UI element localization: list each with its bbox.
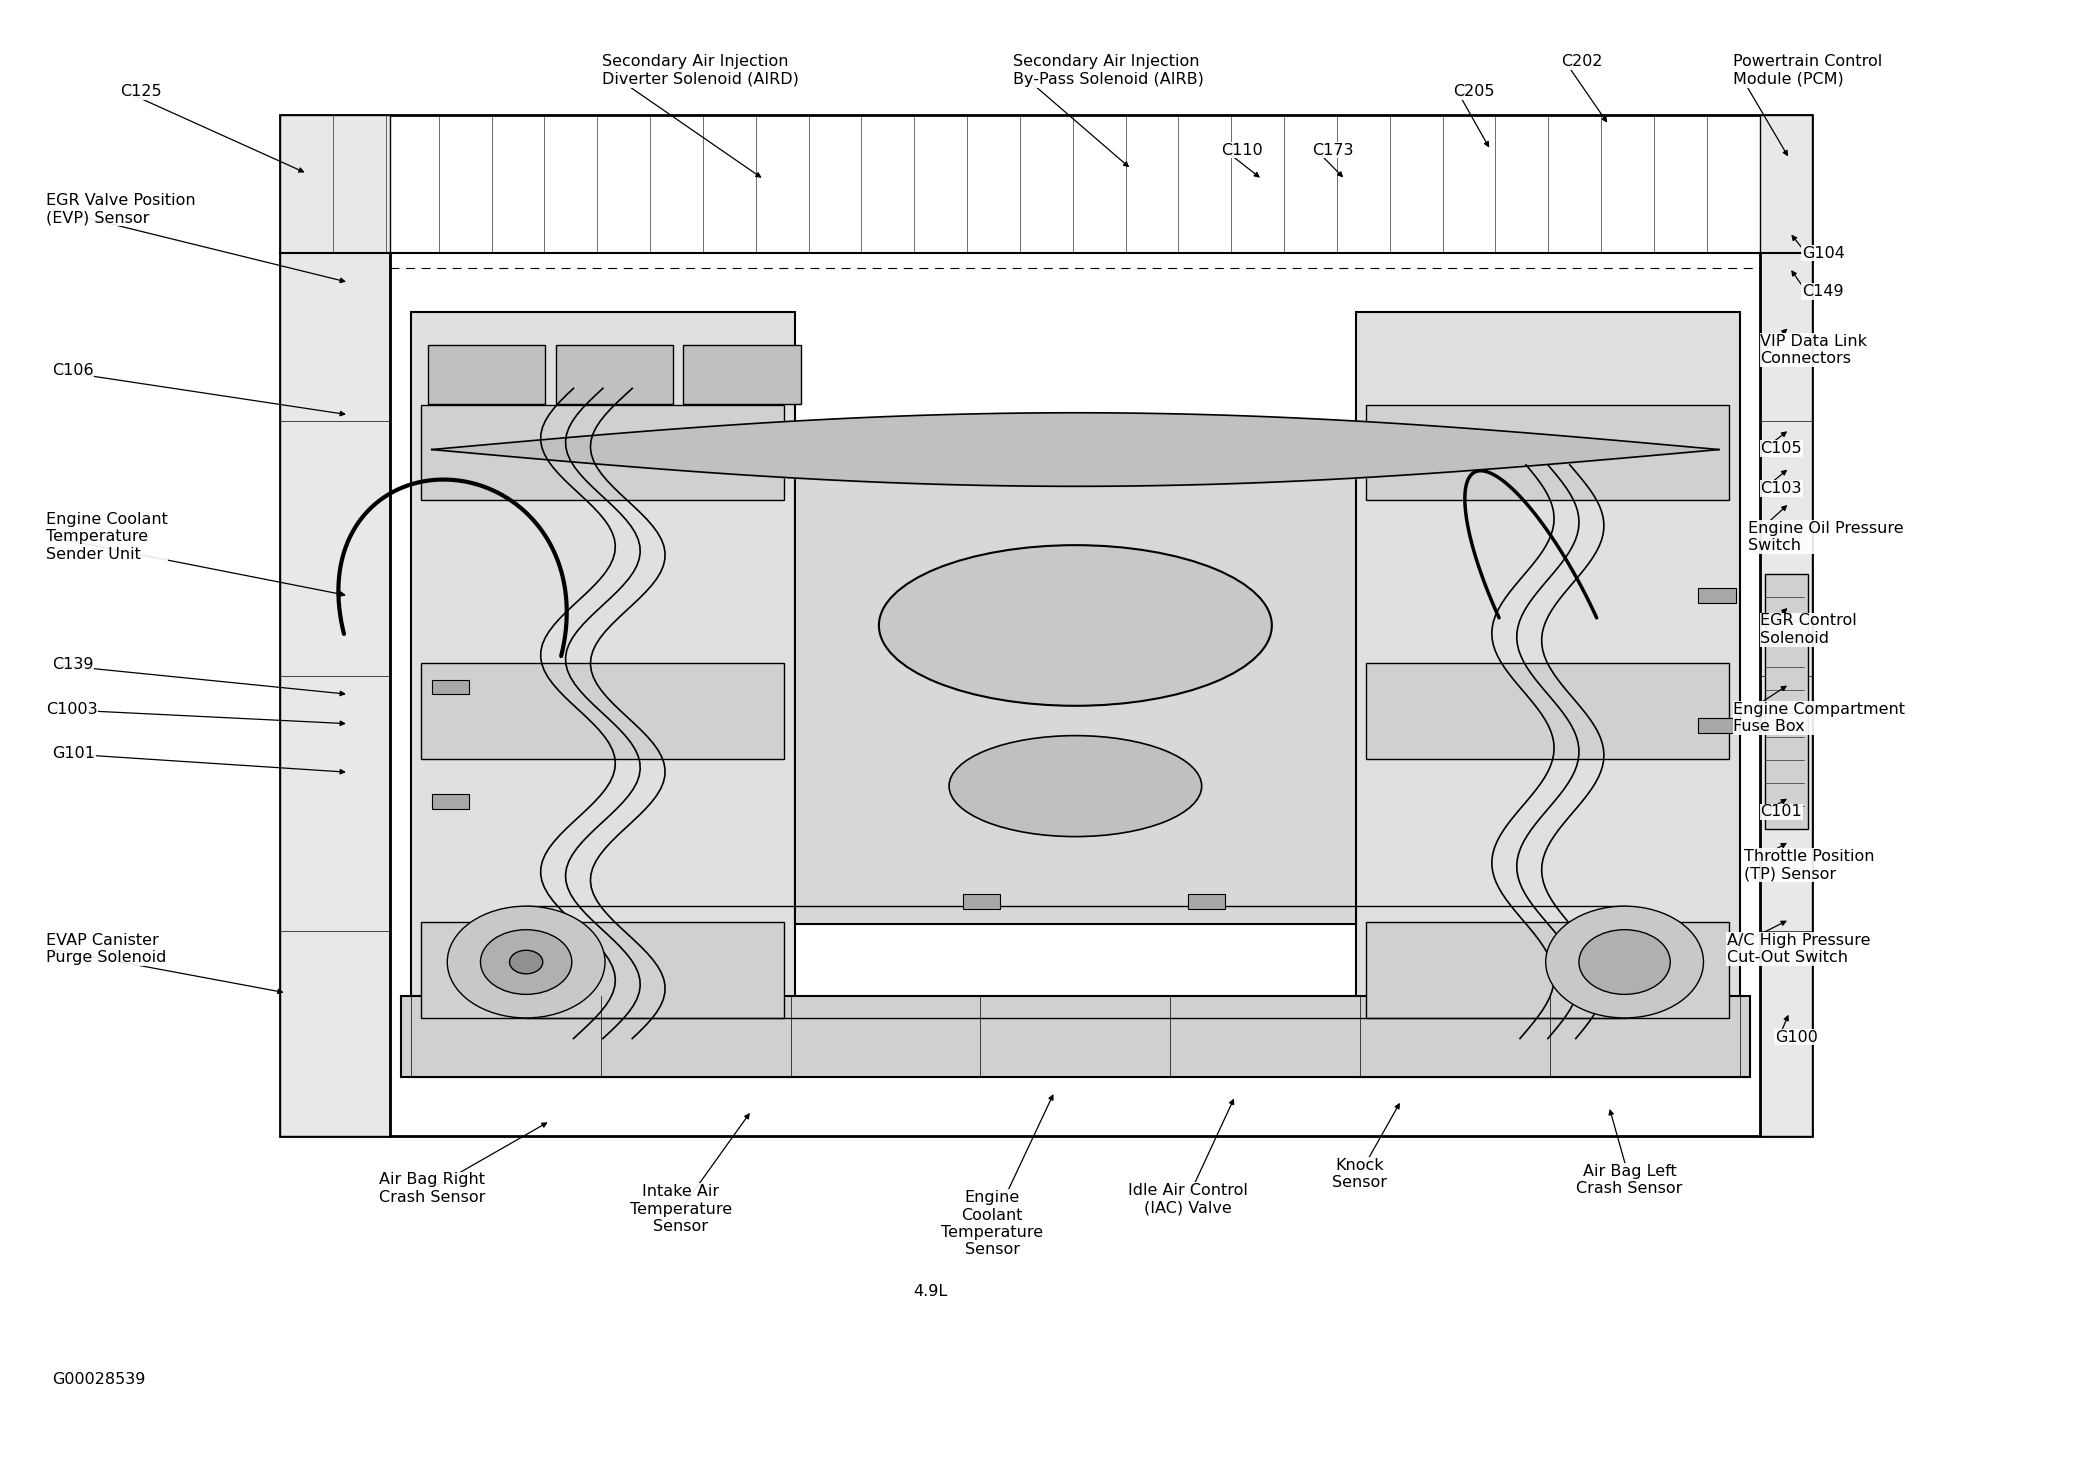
Bar (1760, 115, 1812, 1136)
Bar (1765, 574, 1808, 830)
Text: C173: C173 (1312, 143, 1354, 157)
Text: Engine Oil Pressure
Switch: Engine Oil Pressure Switch (1748, 521, 1904, 553)
Text: Knock
Sensor: Knock Sensor (1333, 1158, 1387, 1190)
Text: Secondary Air Injection
Diverter Solenoid (AIRD): Secondary Air Injection Diverter Solenoi… (602, 54, 799, 87)
Text: Air Bag Right
Crash Sensor: Air Bag Right Crash Sensor (378, 1172, 486, 1205)
Bar (432, 794, 469, 809)
Bar (421, 663, 785, 759)
Bar (1698, 588, 1736, 603)
Text: 4.9L: 4.9L (913, 1284, 947, 1299)
Bar (683, 344, 801, 403)
Bar (280, 115, 390, 1136)
Text: G100: G100 (1775, 1030, 1819, 1044)
Ellipse shape (949, 736, 1202, 837)
Text: C1003: C1003 (46, 702, 98, 716)
Bar (556, 344, 673, 403)
Bar (1366, 663, 1729, 759)
Text: Throttle Position
(TP) Sensor: Throttle Position (TP) Sensor (1744, 849, 1875, 881)
Bar (1187, 894, 1225, 909)
Bar (280, 115, 1812, 1136)
Text: Air Bag Left
Crash Sensor: Air Bag Left Crash Sensor (1576, 1164, 1684, 1196)
Text: VIP Data Link
Connectors: VIP Data Link Connectors (1760, 334, 1868, 366)
Bar (421, 922, 785, 1018)
Ellipse shape (878, 546, 1273, 706)
Text: Intake Air
Temperature
Sensor: Intake Air Temperature Sensor (629, 1184, 733, 1234)
Text: EGR Valve Position
(EVP) Sensor: EGR Valve Position (EVP) Sensor (46, 193, 195, 225)
Text: EGR Control
Solenoid: EGR Control Solenoid (1760, 613, 1858, 646)
Text: C101: C101 (1760, 805, 1802, 819)
Text: C202: C202 (1561, 54, 1603, 69)
Bar (963, 894, 1001, 909)
Text: G104: G104 (1802, 246, 1846, 260)
Text: Engine
Coolant
Temperature
Sensor: Engine Coolant Temperature Sensor (940, 1190, 1044, 1258)
Text: C149: C149 (1802, 284, 1843, 299)
Bar (428, 344, 546, 403)
Bar (1366, 405, 1729, 500)
Bar (421, 405, 785, 500)
Text: G101: G101 (52, 746, 95, 761)
Bar (1356, 312, 1740, 1077)
Text: C205: C205 (1453, 84, 1495, 99)
Text: G00028539: G00028539 (52, 1372, 145, 1387)
Bar (1698, 718, 1736, 733)
Text: Idle Air Control
(IAC) Valve: Idle Air Control (IAC) Valve (1127, 1183, 1248, 1215)
Text: Engine Coolant
Temperature
Sender Unit: Engine Coolant Temperature Sender Unit (46, 512, 168, 562)
Circle shape (446, 906, 604, 1018)
Text: Secondary Air Injection
By-Pass Solenoid (AIRB): Secondary Air Injection By-Pass Solenoid… (1013, 54, 1204, 87)
Bar (432, 680, 469, 694)
Text: C139: C139 (52, 658, 93, 672)
Circle shape (509, 950, 542, 974)
Bar (401, 996, 1750, 1077)
Bar (1366, 922, 1729, 1018)
Text: A/C High Pressure
Cut-Out Switch: A/C High Pressure Cut-Out Switch (1727, 933, 1870, 965)
Text: C125: C125 (120, 84, 162, 99)
Text: C106: C106 (52, 363, 93, 378)
Text: EVAP Canister
Purge Solenoid: EVAP Canister Purge Solenoid (46, 933, 166, 965)
Bar (795, 465, 1356, 924)
Text: C110: C110 (1221, 143, 1262, 157)
Circle shape (1547, 906, 1704, 1018)
Circle shape (1580, 930, 1671, 994)
Text: Engine Compartment
Fuse Box: Engine Compartment Fuse Box (1733, 702, 1906, 734)
Circle shape (480, 930, 571, 994)
Text: Powertrain Control
Module (PCM): Powertrain Control Module (PCM) (1733, 54, 1883, 87)
Text: C103: C103 (1760, 481, 1802, 496)
Text: C105: C105 (1760, 441, 1802, 456)
Bar (411, 312, 795, 1077)
